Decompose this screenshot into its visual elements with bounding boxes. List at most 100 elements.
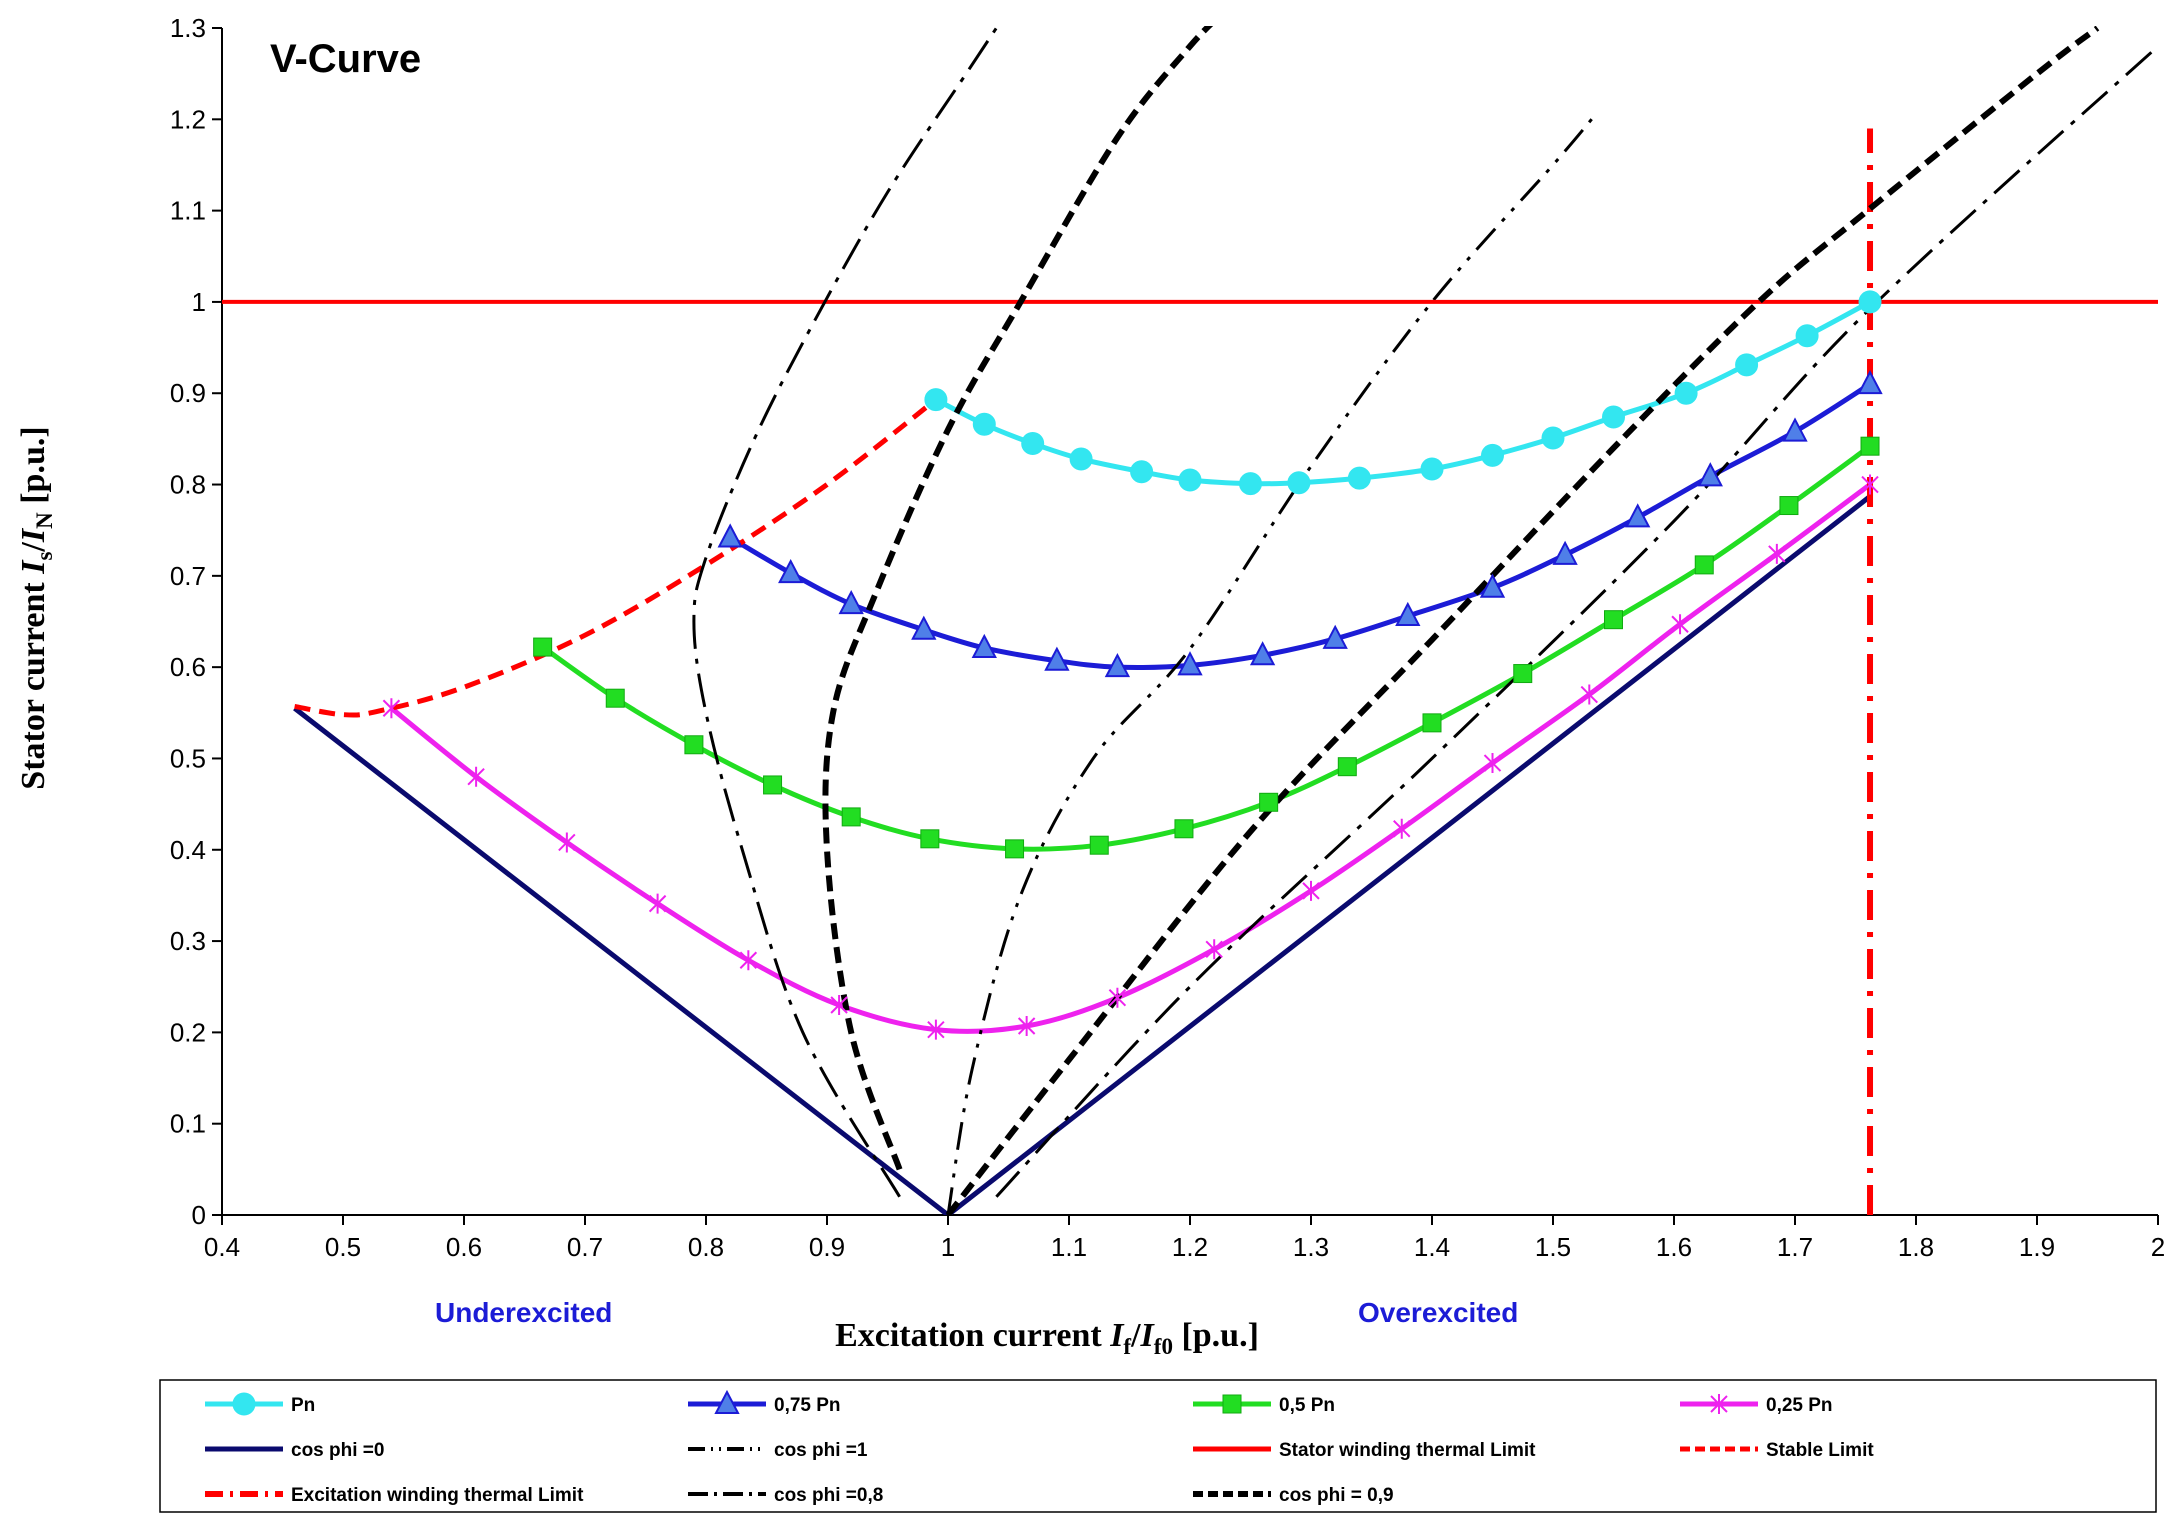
data-point-0-5-pn: [1338, 758, 1356, 776]
x-tick-label: 0.4: [204, 1232, 240, 1262]
data-point-0-5-pn: [1423, 714, 1441, 732]
data-point-0-5-pn: [534, 638, 552, 656]
data-point-0-25-pn: [1581, 685, 1597, 705]
y-tick-label: 0.7: [170, 561, 206, 591]
data-point-0-25-pn: [1485, 753, 1501, 773]
data-point-0-5-pn: [1695, 556, 1713, 574]
x-tick-label: 0.9: [809, 1232, 845, 1262]
data-point-0-25-pn: [1672, 614, 1688, 634]
series-line-cos-phi-0-9: [825, 10, 1226, 1170]
y-tick-label: 0.1: [170, 1109, 206, 1139]
data-point-pn: [1348, 467, 1370, 489]
data-point-pn: [1179, 469, 1201, 491]
data-point-pn: [1859, 291, 1881, 313]
x-tick-label: 2: [2151, 1232, 2165, 1262]
data-point-0-25-pn: [559, 832, 575, 852]
data-point-0-5-pn: [1175, 820, 1193, 838]
data-point-pn: [1542, 427, 1564, 449]
data-point-pn: [1603, 406, 1625, 428]
data-point-0-5-pn: [606, 689, 624, 707]
data-point-pn: [925, 389, 947, 411]
data-point-0-25-pn: [1206, 939, 1222, 959]
legend-label: cos phi =0,8: [774, 1485, 883, 1506]
y-tick-label: 1.1: [170, 196, 206, 226]
data-point-0-25-pn: [1769, 544, 1785, 564]
data-point-pn: [1131, 461, 1153, 483]
data-point-pn: [973, 413, 995, 435]
x-tick-label: 0.5: [325, 1232, 361, 1262]
data-point-0-5-pn: [685, 736, 703, 754]
legend-label: cos phi =1: [774, 1440, 868, 1461]
x-tick-label: 1.7: [1777, 1232, 1813, 1262]
annotation-underexcited: Underexcited: [435, 1297, 612, 1328]
series-line-cos-phi-0-9: [948, 28, 2098, 1215]
legend-label: 0,75 Pn: [774, 1395, 841, 1416]
data-point-0-5-pn: [921, 830, 939, 848]
legend-label: cos phi =0: [291, 1440, 384, 1461]
data-point-0-5-pn: [1006, 840, 1024, 858]
data-point-0-25-pn: [468, 767, 484, 787]
x-tick-label: 0.6: [446, 1232, 482, 1262]
series-line-0-25-pn: [391, 485, 1870, 1032]
legend-label: Pn: [291, 1395, 315, 1416]
data-point-0-25-pn: [1394, 819, 1410, 839]
y-tick-label: 0.9: [170, 378, 206, 408]
legend-label: 0,25 Pn: [1766, 1395, 1833, 1416]
data-point-0-75-pn: [719, 525, 741, 546]
data-point-0-5-pn: [764, 776, 782, 794]
x-tick-label: 1.4: [1414, 1232, 1450, 1262]
data-point-0-5-pn: [1861, 437, 1879, 455]
data-point-0-25-pn: [1862, 475, 1878, 495]
data-point-0-5-pn: [1090, 836, 1108, 854]
x-tick-label: 1.3: [1293, 1232, 1329, 1262]
legend-label: 0,5 Pn: [1279, 1395, 1335, 1416]
data-point-pn: [1022, 432, 1044, 454]
x-tick-label: 1.5: [1535, 1232, 1571, 1262]
data-point-0-5-pn: [1780, 497, 1798, 515]
series-line-stable-limit: [295, 400, 936, 715]
y-tick-label: 1.3: [170, 13, 206, 43]
legend-label: cos phi = 0,9: [1279, 1485, 1394, 1506]
x-tick-label: 0.7: [567, 1232, 603, 1262]
legend-label: Stable Limit: [1766, 1440, 1874, 1461]
x-axis-label: Excitation current If/If0 [p.u.]: [835, 1317, 1259, 1359]
data-point-0-25-pn: [1303, 881, 1319, 901]
legend-label: Stator winding thermal Limit: [1279, 1440, 1536, 1461]
data-point-0-25-pn: [740, 950, 756, 970]
data-point-0-25-pn: [650, 894, 666, 914]
data-point-0-5-pn: [1260, 793, 1278, 811]
series-line-cos-phi-0: [295, 496, 1870, 1215]
data-point-pn: [1288, 472, 1310, 494]
legend-label: Excitation winding thermal Limit: [291, 1485, 584, 1506]
data-point-0-75-pn: [1859, 372, 1881, 393]
y-tick-label: 0: [192, 1200, 206, 1230]
y-tick-label: 0.2: [170, 1017, 206, 1047]
data-point-pn: [1240, 473, 1262, 495]
legend-marker: [1223, 1395, 1241, 1413]
data-point-pn: [1482, 444, 1504, 466]
series-line-0-5-pn: [543, 446, 1870, 849]
data-point-pn: [1675, 382, 1697, 404]
data-point-pn: [1421, 458, 1443, 480]
data-point-pn: [1796, 325, 1818, 347]
x-tick-label: 1.6: [1656, 1232, 1692, 1262]
legend: Pn 0,75 Pn 0,5 Pn 0,25 Pn cos phi =0 cos phi …: [160, 1380, 2156, 1512]
x-tick-label: 1.9: [2019, 1232, 2055, 1262]
data-point-0-75-pn: [1784, 420, 1806, 441]
y-axis-label: Stator current Is/IN [p.u.]: [15, 426, 57, 789]
y-tick-label: 1: [192, 287, 206, 317]
data-point-0-5-pn: [1605, 611, 1623, 629]
y-tick-label: 0.3: [170, 926, 206, 956]
y-tick-label: 0.6: [170, 652, 206, 682]
legend-marker: [233, 1393, 255, 1415]
y-tick-label: 0.4: [170, 835, 206, 865]
x-tick-label: 0.8: [688, 1232, 724, 1262]
y-tick-label: 0.5: [170, 743, 206, 773]
x-tick-label: 1.8: [1898, 1232, 1934, 1262]
axes: 0.4 0.5 0.6 0.7 0.8 0.9 1 1.1 1.2 1.3 1.4 1.5 1.6 1.7…: [170, 13, 2165, 1262]
y-tick-label: 0.8: [170, 470, 206, 500]
data-point-0-5-pn: [842, 808, 860, 826]
x-tick-label: 1.1: [1051, 1232, 1087, 1262]
series-line-cos-phi-0-8: [996, 46, 2158, 1196]
